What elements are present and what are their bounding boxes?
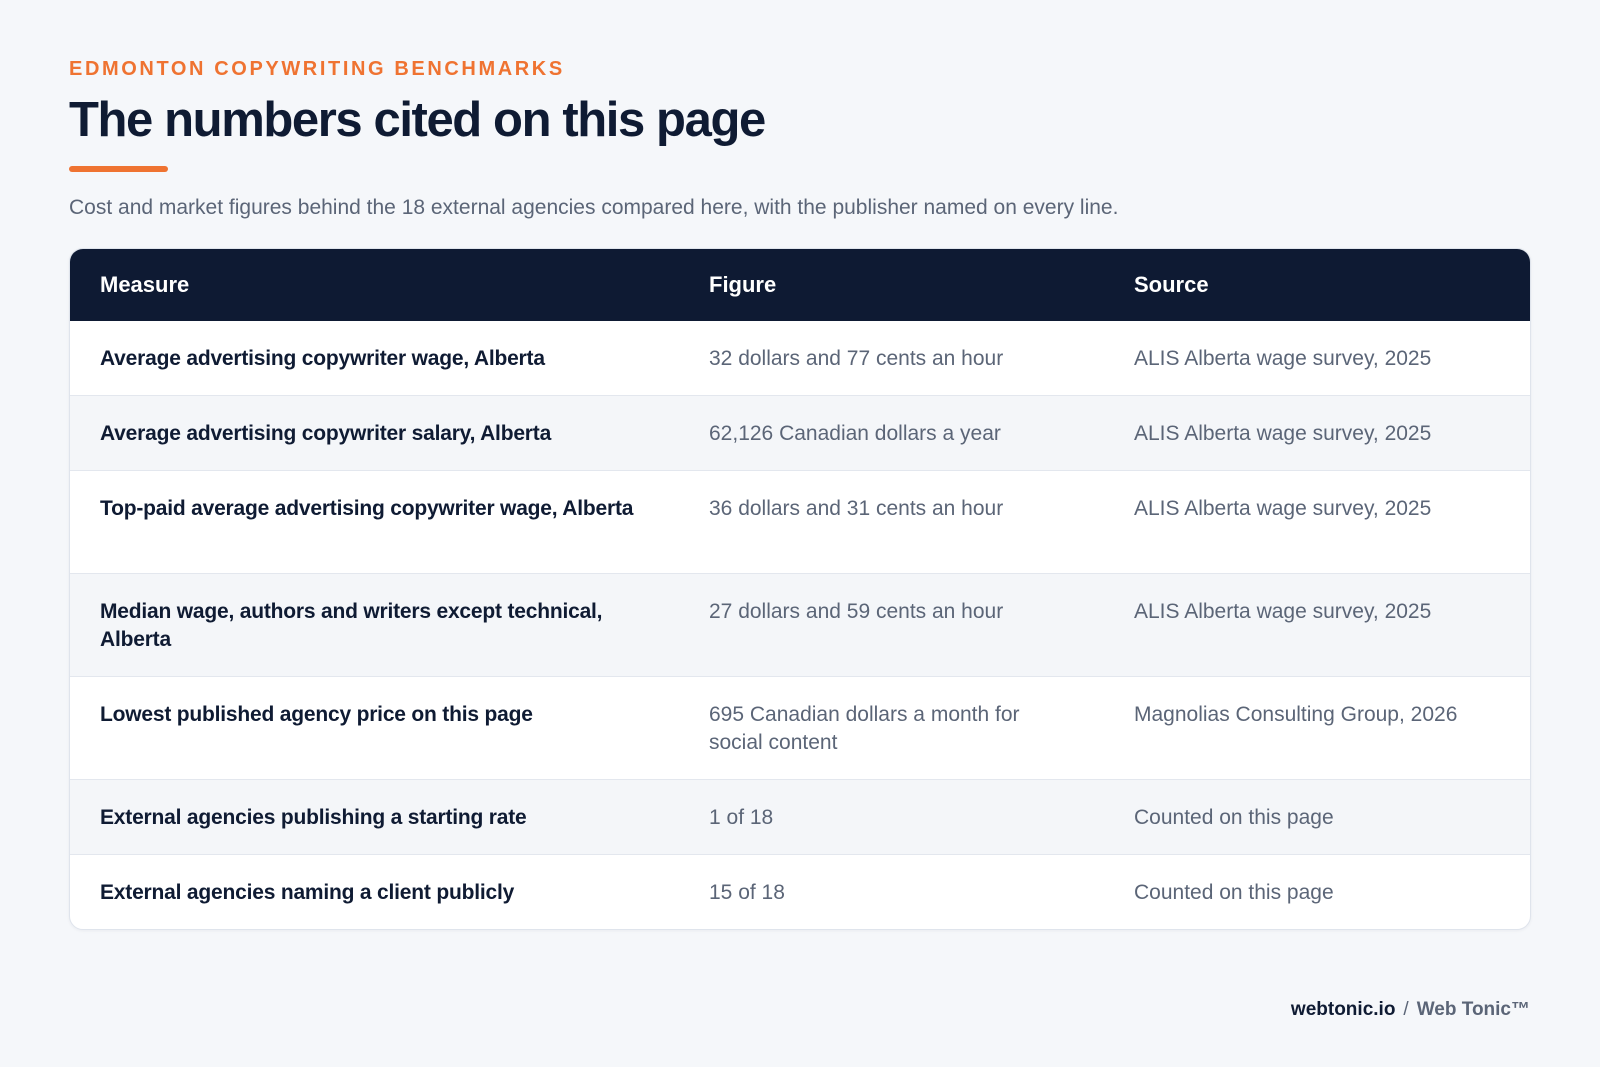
measure-cell: Top-paid average advertising copywriter … (100, 497, 634, 520)
source-cell: Magnolias Consulting Group, 2026 (1134, 703, 1458, 726)
table-row: Median wage, authors and writers except … (70, 573, 1530, 677)
measure-cell: Average advertising copywriter wage, Alb… (100, 347, 545, 370)
table-header-row: Measure Figure Source (70, 249, 1530, 321)
source-cell: ALIS Alberta wage survey, 2025 (1134, 497, 1432, 520)
page-title: The numbers cited on this page (69, 93, 766, 147)
source-cell: Counted on this page (1134, 806, 1334, 829)
footer-separator: / (1403, 999, 1409, 1020)
measure-cell: External agencies publishing a starting … (100, 806, 527, 829)
table-row: Average advertising copywriter wage, Alb… (70, 321, 1530, 396)
page-subtitle: Cost and market figures behind the 18 ex… (69, 196, 1119, 219)
figure-cell: 15 of 18 (709, 881, 785, 904)
footer-domain: webtonic.io (1290, 999, 1396, 1020)
source-cell: ALIS Alberta wage survey, 2025 (1134, 347, 1432, 370)
measure-cell: External agencies naming a client public… (100, 881, 515, 904)
measure-cell: Lowest published agency price on this pa… (100, 703, 533, 726)
table-row: External agencies publishing a starting … (70, 779, 1530, 855)
source-cell: Counted on this page (1134, 881, 1334, 904)
source-cell: ALIS Alberta wage survey, 2025 (1134, 600, 1432, 623)
eyebrow-label: EDMONTON COPYWRITING BENCHMARKS (69, 58, 565, 80)
table-header: Measure Figure Source (70, 249, 1530, 321)
benchmarks-table: Measure Figure Source Average advertisin… (70, 249, 1530, 929)
title-underline (69, 166, 168, 172)
figure-cell: 695 Canadian dollars a month for social … (709, 703, 1020, 754)
source-cell: ALIS Alberta wage survey, 2025 (1134, 422, 1432, 445)
column-header-measure: Measure (100, 272, 190, 297)
footer-brand: Web Tonic™ (1416, 999, 1530, 1020)
footer-credit: webtonic.io / Web Tonic™ (1291, 999, 1530, 1021)
table-row: Lowest published agency price on this pa… (70, 676, 1530, 780)
measure-cell: Average advertising copywriter salary, A… (100, 422, 552, 445)
figure-cell: 27 dollars and 59 cents an hour (709, 600, 1004, 623)
table-row: Top-paid average advertising copywriter … (70, 470, 1530, 574)
table-body: Average advertising copywriter wage, Alb… (70, 321, 1530, 929)
table-row: External agencies naming a client public… (70, 854, 1530, 930)
column-header-source: Source (1134, 272, 1209, 297)
table-row: Average advertising copywriter salary, A… (70, 395, 1530, 471)
benchmarks-table-card: Measure Figure Source Average advertisin… (69, 248, 1531, 930)
figure-cell: 62,126 Canadian dollars a year (709, 422, 1001, 445)
figure-cell: 36 dollars and 31 cents an hour (709, 497, 1004, 520)
figure-cell: 32 dollars and 77 cents an hour (709, 347, 1004, 370)
measure-cell: Median wage, authors and writers except … (100, 600, 603, 651)
column-header-figure: Figure (709, 272, 777, 297)
figure-cell: 1 of 18 (709, 806, 774, 829)
